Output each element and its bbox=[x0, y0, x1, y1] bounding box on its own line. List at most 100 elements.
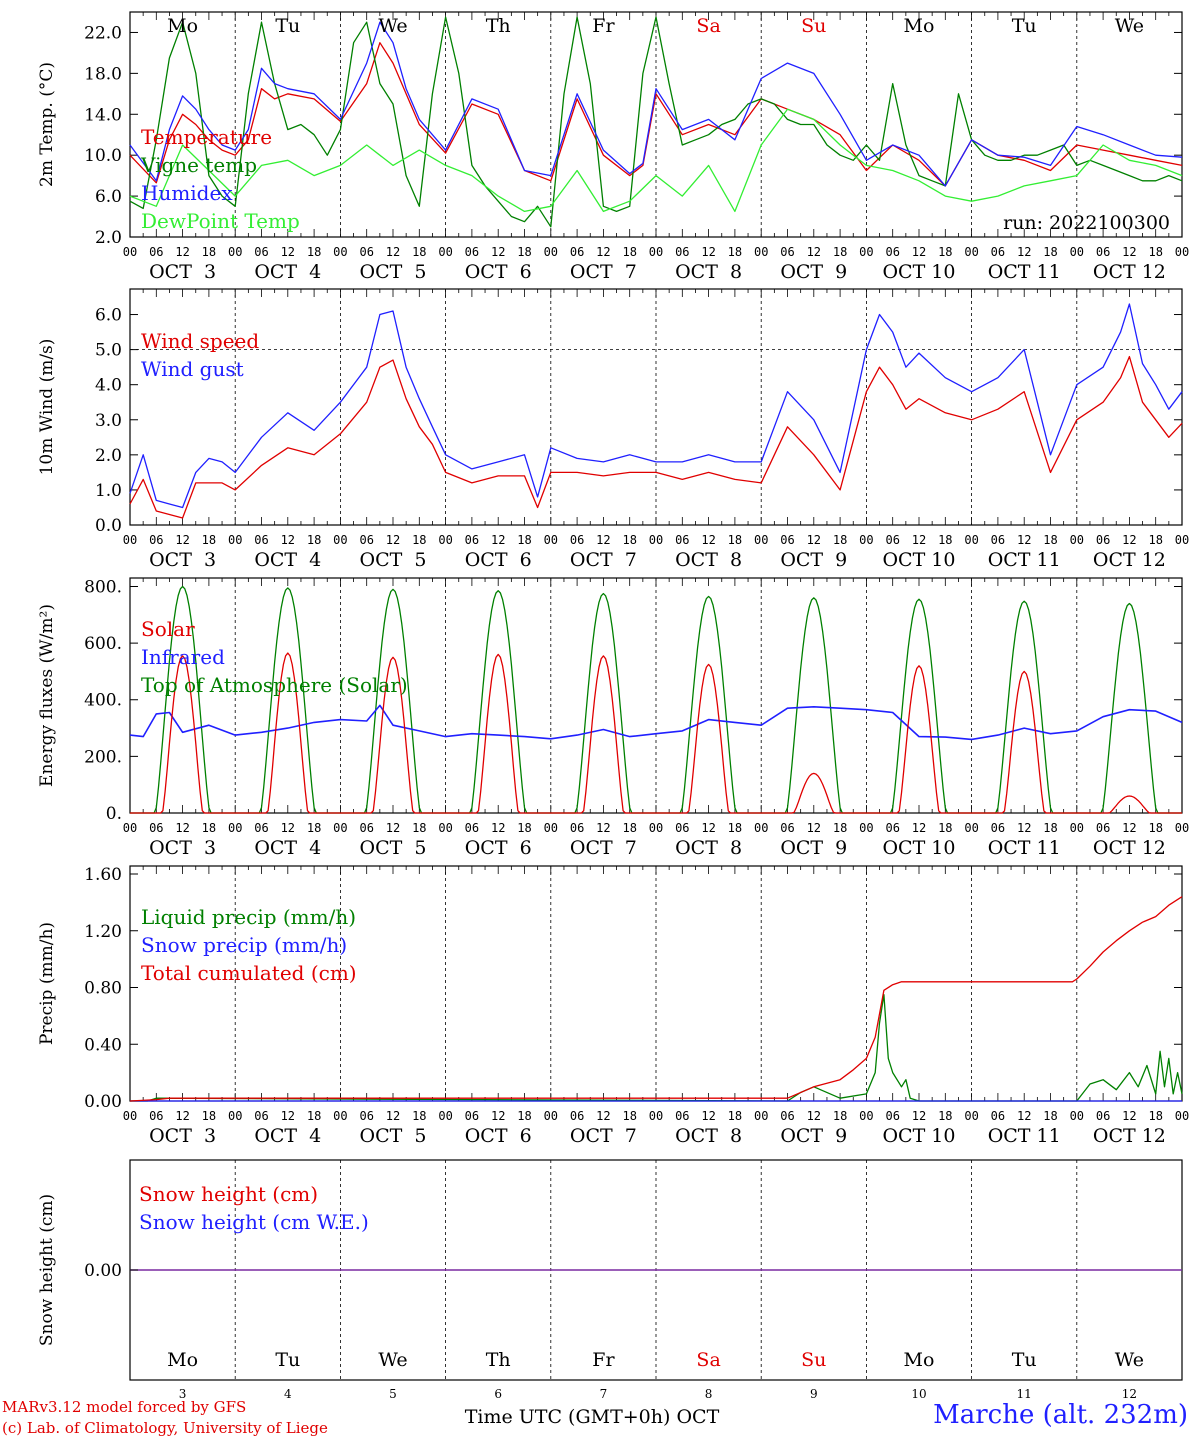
x-date-label: OCT 5 bbox=[360, 549, 427, 571]
x-hour-label: 12 bbox=[1017, 245, 1031, 259]
x-hour-label: 06 bbox=[675, 245, 689, 259]
x-hour-label: 12 bbox=[1017, 1109, 1031, 1123]
x-hour-label: 06 bbox=[359, 821, 373, 835]
x-hour-label: 00 bbox=[333, 245, 347, 259]
x-hour-label: 12 bbox=[1122, 533, 1136, 547]
y-tick-label: 0. bbox=[106, 804, 122, 824]
x-hour-label: 18 bbox=[622, 821, 636, 835]
x-hour-label: 00 bbox=[754, 1109, 768, 1123]
x-hour-label: 18 bbox=[1043, 821, 1057, 835]
weekday-label: We bbox=[1115, 1349, 1144, 1371]
x-hour-label: 00 bbox=[754, 821, 768, 835]
x-date-label: OCT 8 bbox=[675, 1125, 742, 1147]
x-hour-label: 12 bbox=[912, 1109, 926, 1123]
series-line bbox=[129, 21, 1183, 187]
x-hour-label: 18 bbox=[938, 1109, 952, 1123]
y-tick-label: 6.0 bbox=[95, 306, 122, 326]
x-hour-label: 06 bbox=[359, 1109, 373, 1123]
x-hour-label: 12 bbox=[1017, 533, 1031, 547]
x-hour-label: 12 bbox=[807, 245, 821, 259]
x-hour-label: 18 bbox=[833, 533, 847, 547]
x-hour-label: 18 bbox=[202, 245, 216, 259]
x-date-label: OCT 12 bbox=[1093, 261, 1166, 283]
x-hour-label: 06 bbox=[780, 821, 794, 835]
x-hour-label: 06 bbox=[359, 245, 373, 259]
x-date-label: OCT 5 bbox=[360, 837, 427, 859]
x-hour-label: 12 bbox=[281, 1109, 295, 1123]
weekday-label: Su bbox=[801, 1349, 826, 1371]
weekday-label: Tu bbox=[1012, 1349, 1037, 1371]
x-date-label: OCT 12 bbox=[1093, 1125, 1166, 1147]
x-hour-label: 12 bbox=[386, 533, 400, 547]
x-hour-label: 06 bbox=[780, 533, 794, 547]
x-hour-label: 06 bbox=[885, 533, 899, 547]
y-tick-label: 6.0 bbox=[95, 187, 122, 207]
x-hour-label: 18 bbox=[1043, 1109, 1057, 1123]
x-hour-label: 06 bbox=[149, 821, 163, 835]
x-date-label: OCT 10 bbox=[882, 1125, 955, 1147]
weekday-label: Th bbox=[486, 15, 511, 37]
x-hour-label: 12 bbox=[491, 533, 505, 547]
x-date-label: OCT 4 bbox=[254, 261, 321, 283]
x-date-label: OCT 6 bbox=[465, 549, 532, 571]
solar-line bbox=[130, 652, 1182, 814]
x-hour-label: 00 bbox=[333, 1109, 347, 1123]
x-hour-label: 18 bbox=[938, 245, 952, 259]
infrared-line bbox=[129, 704, 1183, 741]
y-tick-label: 18.0 bbox=[84, 64, 122, 84]
x-hour-label: 18 bbox=[307, 533, 321, 547]
x-hour-label: 18 bbox=[307, 245, 321, 259]
x-date-label: OCT 6 bbox=[465, 261, 532, 283]
legend-entry: DewPoint Temp bbox=[141, 209, 300, 233]
x-hour-label: 18 bbox=[622, 245, 636, 259]
x-hour-label: 00 bbox=[1175, 1109, 1189, 1123]
x-date-label: OCT 11 bbox=[988, 261, 1061, 283]
x-date-label: OCT 10 bbox=[882, 261, 955, 283]
x-date-label: OCT 4 bbox=[254, 837, 321, 859]
x-hour-label: 00 bbox=[228, 821, 242, 835]
x-hour-label: 00 bbox=[649, 821, 663, 835]
x-hour-label: 06 bbox=[885, 821, 899, 835]
x-hour-label: 00 bbox=[754, 245, 768, 259]
x-hour-label: 18 bbox=[1043, 245, 1057, 259]
x-date-label: OCT 11 bbox=[988, 837, 1061, 859]
x-hour-label: 06 bbox=[570, 533, 584, 547]
x-hour-label: 18 bbox=[622, 1109, 636, 1123]
x-hour-label: 12 bbox=[175, 245, 189, 259]
day-number-label: 8 bbox=[705, 1387, 713, 1401]
x-hour-label: 00 bbox=[1070, 1109, 1084, 1123]
x-hour-label: 00 bbox=[1070, 245, 1084, 259]
x-hour-label: 18 bbox=[728, 1109, 742, 1123]
x-hour-label: 12 bbox=[912, 533, 926, 547]
x-hour-label: 06 bbox=[149, 533, 163, 547]
y-axis-label: Energy fluxes (W/m²) bbox=[37, 604, 57, 787]
x-hour-label: 00 bbox=[228, 245, 242, 259]
x-hour-label: 00 bbox=[123, 1109, 137, 1123]
x-hour-label: 12 bbox=[1017, 821, 1031, 835]
weekday-label: Su bbox=[801, 15, 826, 37]
x-hour-label: 06 bbox=[1096, 245, 1110, 259]
x-hour-label: 12 bbox=[281, 821, 295, 835]
x-hour-label: 00 bbox=[859, 245, 873, 259]
x-hour-label: 18 bbox=[517, 821, 531, 835]
x-date-label: OCT 9 bbox=[780, 549, 847, 571]
y-tick-label: 14.0 bbox=[84, 105, 122, 125]
x-date-label: OCT 7 bbox=[570, 837, 637, 859]
weekday-label: Sa bbox=[696, 15, 720, 37]
x-date-label: OCT 4 bbox=[254, 549, 321, 571]
x-hour-label: 18 bbox=[728, 533, 742, 547]
weekday-label: Fr bbox=[592, 15, 615, 37]
x-hour-label: 06 bbox=[465, 245, 479, 259]
x-hour-label: 06 bbox=[570, 245, 584, 259]
x-hour-label: 18 bbox=[938, 821, 952, 835]
x-hour-label: 00 bbox=[754, 533, 768, 547]
x-axis-title: Time UTC (GMT+0h) OCT bbox=[465, 1406, 720, 1428]
x-date-label: OCT 6 bbox=[465, 837, 532, 859]
x-hour-label: 06 bbox=[359, 533, 373, 547]
y-axis-label: Precip (mm/h) bbox=[37, 922, 57, 1045]
x-hour-label: 00 bbox=[123, 245, 137, 259]
x-hour-label: 18 bbox=[1148, 821, 1162, 835]
x-hour-label: 06 bbox=[254, 1109, 268, 1123]
weekday-label: Tu bbox=[275, 1349, 300, 1371]
